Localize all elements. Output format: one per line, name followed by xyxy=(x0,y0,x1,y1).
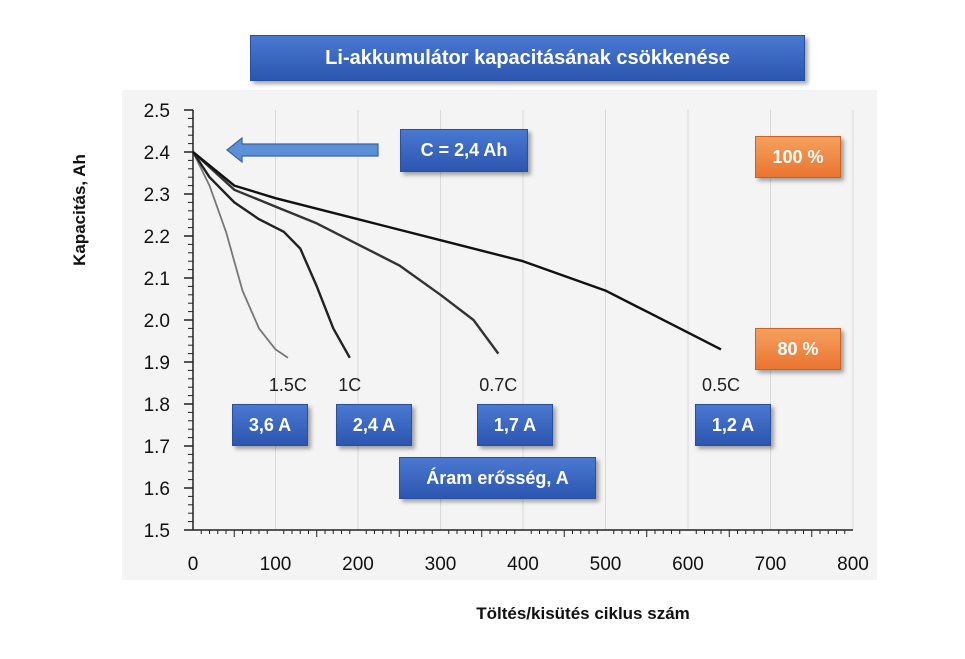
y-tick-label: 2.4 xyxy=(144,143,171,164)
series-line-0.7C xyxy=(192,151,500,355)
y-tick-label: 1.9 xyxy=(144,353,170,374)
series-name-label: 0.5C xyxy=(702,375,740,395)
x-tick-label: 700 xyxy=(755,554,787,575)
series-name-label: 1C xyxy=(338,375,361,395)
x-tick-label: 800 xyxy=(837,554,869,575)
y-tick-label: 1.5 xyxy=(144,521,170,542)
current-title: Áram erősség, A xyxy=(399,457,596,499)
y-tick-label: 2.2 xyxy=(144,227,170,248)
series-name-label: 0.7C xyxy=(479,375,517,395)
axes xyxy=(184,109,853,537)
capacity-label: C = 2,4 Ah xyxy=(400,129,528,172)
x-tick-label: 0 xyxy=(188,554,199,575)
x-tick-label: 200 xyxy=(342,554,374,575)
y-tick-label: 1.6 xyxy=(144,479,170,500)
y-tick-label: 1.7 xyxy=(144,437,170,458)
x-axis-label: Töltés/kisütés ciklus szám xyxy=(476,604,690,623)
current-label-1c: 2,4 A xyxy=(336,404,412,446)
curve-labels: 1.5C 1C 0.7C 0.5C xyxy=(269,375,740,395)
current-label-0-5c: 1,2 A xyxy=(695,404,771,446)
y-tick-label: 1.8 xyxy=(144,395,170,416)
series-line-1.5C xyxy=(192,151,289,359)
x-tick-label: 500 xyxy=(590,554,622,575)
x-tick-label: 300 xyxy=(425,554,457,575)
y-tick-label: 2.3 xyxy=(144,185,170,206)
y-tick-label: 2.5 xyxy=(144,101,170,122)
grid-lines xyxy=(275,110,854,530)
capacity-arrow xyxy=(226,136,379,164)
chart-title: Li-akkumulátor kapacitásának csökkenése xyxy=(250,35,805,81)
tick-labels: 0 100 200 300 400 500 600 700 800 1.5 1.6 1.7 1.8 1.9… xyxy=(144,101,869,575)
series-lines xyxy=(191,151,722,359)
y-axis-label: Kapacitás, Ah xyxy=(70,154,89,266)
series-name-label: 1.5C xyxy=(269,375,307,395)
level-80-badge: 80 % xyxy=(755,328,841,370)
x-tick-label: 400 xyxy=(507,554,539,575)
x-tick-label: 100 xyxy=(260,554,292,575)
y-tick-label: 2.1 xyxy=(144,269,170,290)
series-line-1C xyxy=(191,151,351,359)
current-label-1-5c: 3,6 A xyxy=(232,404,308,446)
series-line-0.5C xyxy=(192,151,722,351)
left-arrow-icon xyxy=(226,136,379,164)
current-label-0-7c: 1,7 A xyxy=(477,404,553,446)
y-tick-label: 2.0 xyxy=(144,311,170,332)
x-tick-label: 600 xyxy=(672,554,704,575)
level-100-badge: 100 % xyxy=(755,136,841,178)
